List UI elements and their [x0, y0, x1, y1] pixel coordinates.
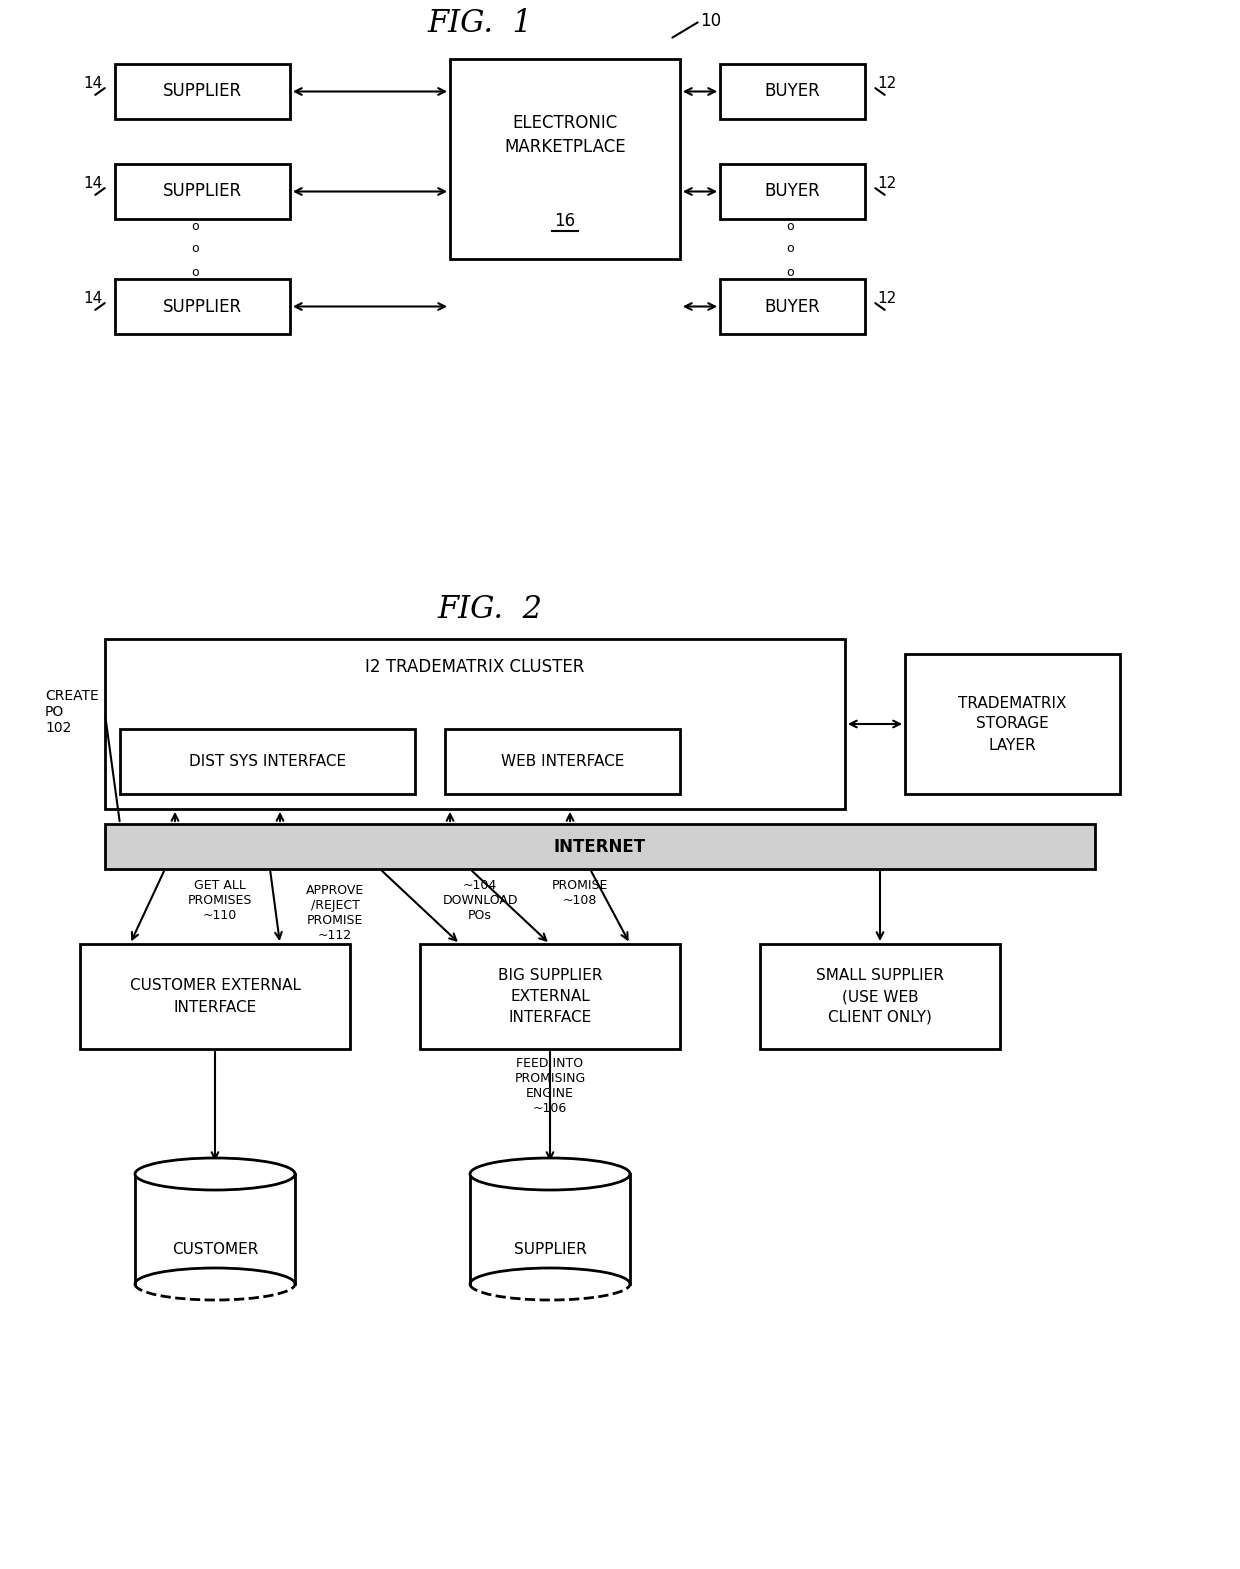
- Text: 12: 12: [878, 176, 897, 191]
- Text: APPROVE
/REJECT
PROMISE
~112: APPROVE /REJECT PROMISE ~112: [306, 883, 365, 941]
- Text: ELECTRONIC
MARKETPLACE: ELECTRONIC MARKETPLACE: [505, 113, 626, 157]
- Text: CUSTOMER EXTERNAL
INTERFACE: CUSTOMER EXTERNAL INTERFACE: [129, 979, 300, 1015]
- Text: SMALL SUPPLIER
(USE WEB
CLIENT ONLY): SMALL SUPPLIER (USE WEB CLIENT ONLY): [816, 968, 944, 1025]
- Text: INTERNET: INTERNET: [554, 838, 646, 855]
- Text: SUPPLIER: SUPPLIER: [162, 83, 242, 100]
- Text: BUYER: BUYER: [765, 182, 821, 201]
- Bar: [120, 730, 415, 794]
- Bar: [115, 165, 290, 220]
- Bar: [115, 64, 290, 119]
- Bar: [720, 165, 866, 220]
- Text: BUYER: BUYER: [765, 298, 821, 315]
- Ellipse shape: [135, 1158, 295, 1189]
- Text: DIST SYS INTERFACE: DIST SYS INTERFACE: [188, 755, 346, 769]
- Bar: [105, 639, 844, 810]
- Text: 14: 14: [83, 75, 103, 91]
- Bar: [720, 279, 866, 334]
- Text: FIG.  1: FIG. 1: [428, 8, 532, 39]
- Text: BIG SUPPLIER
EXTERNAL
INTERFACE: BIG SUPPLIER EXTERNAL INTERFACE: [497, 968, 603, 1025]
- Text: 14: 14: [83, 290, 103, 306]
- Text: SUPPLIER: SUPPLIER: [162, 182, 242, 201]
- Bar: [450, 60, 680, 259]
- Bar: [445, 730, 680, 794]
- Text: ~104
DOWNLOAD
POs: ~104 DOWNLOAD POs: [443, 879, 518, 923]
- Text: 14: 14: [83, 176, 103, 191]
- Text: o
o
o: o o o: [191, 220, 198, 279]
- Text: 10: 10: [701, 13, 722, 30]
- Text: 12: 12: [878, 290, 897, 306]
- Text: SUPPLIER: SUPPLIER: [513, 1241, 587, 1257]
- Text: BUYER: BUYER: [765, 83, 821, 100]
- Text: GET ALL
PROMISES
~110: GET ALL PROMISES ~110: [187, 879, 252, 923]
- Text: PROMISE
~108: PROMISE ~108: [552, 879, 608, 907]
- Text: 16: 16: [554, 212, 575, 231]
- Bar: [105, 824, 1095, 869]
- Text: I2 TRADEMATRIX CLUSTER: I2 TRADEMATRIX CLUSTER: [366, 657, 585, 676]
- Bar: [760, 945, 999, 1050]
- Text: CREATE
PO
102: CREATE PO 102: [45, 689, 99, 736]
- Text: o
o
o: o o o: [786, 220, 794, 279]
- Bar: [81, 945, 350, 1050]
- Text: SUPPLIER: SUPPLIER: [162, 298, 242, 315]
- Text: FEED INTO
PROMISING
ENGINE
~106: FEED INTO PROMISING ENGINE ~106: [515, 1058, 585, 1116]
- Text: FIG.  2: FIG. 2: [438, 593, 543, 624]
- Text: 12: 12: [878, 75, 897, 91]
- Bar: [905, 654, 1120, 794]
- Bar: [115, 279, 290, 334]
- Text: TRADEMATRIX
STORAGE
LAYER: TRADEMATRIX STORAGE LAYER: [959, 695, 1066, 753]
- Text: CUSTOMER: CUSTOMER: [172, 1241, 258, 1257]
- Text: WEB INTERFACE: WEB INTERFACE: [501, 755, 624, 769]
- Ellipse shape: [470, 1158, 630, 1189]
- Bar: [420, 945, 680, 1050]
- Bar: [720, 64, 866, 119]
